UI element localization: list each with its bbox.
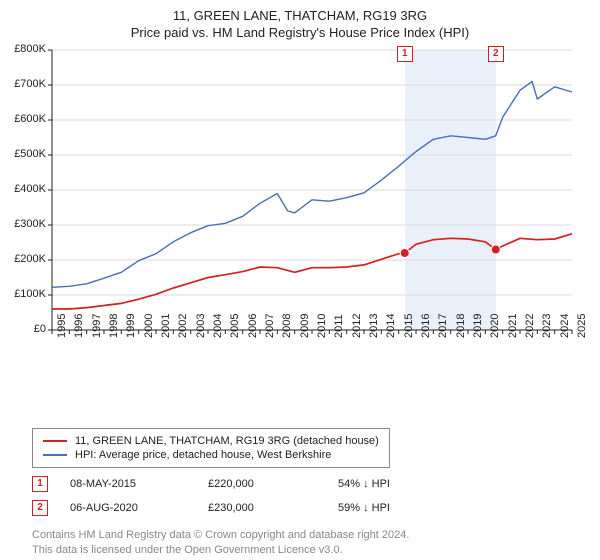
x-tick-label: 2016: [420, 314, 432, 338]
sale-marker-box: 2: [32, 500, 48, 516]
legend-swatch: [43, 440, 67, 442]
x-tick-label: 2012: [351, 314, 363, 338]
y-tick-label: £600K: [2, 113, 46, 125]
x-tick-label: 2008: [281, 314, 293, 338]
x-tick-label: 2021: [507, 314, 519, 338]
legend-swatch: [43, 454, 67, 456]
sale-price: £220,000: [208, 478, 338, 490]
x-tick-label: 2000: [143, 314, 155, 338]
x-tick-label: 2023: [541, 314, 553, 338]
y-tick-label: £500K: [2, 148, 46, 160]
y-tick-label: £300K: [2, 218, 46, 230]
y-tick-label: £0: [2, 323, 46, 335]
sale-row: 1 08-MAY-2015£220,00054% ↓ HPI: [32, 476, 390, 492]
x-tick-label: 1998: [108, 314, 120, 338]
x-tick-label: 2003: [195, 314, 207, 338]
x-tick-label: 2001: [160, 314, 172, 338]
x-tick-label: 2011: [333, 314, 345, 338]
sale-date: 06-AUG-2020: [70, 502, 208, 514]
sale-date: 08-MAY-2015: [70, 478, 208, 490]
legend-row: HPI: Average price, detached house, West…: [43, 449, 379, 461]
legend-row: 11, GREEN LANE, THATCHAM, RG19 3RG (deta…: [43, 435, 379, 447]
legend-label: HPI: Average price, detached house, West…: [75, 449, 331, 461]
series-hpi: [52, 82, 572, 288]
x-tick-label: 2024: [559, 314, 571, 338]
chart-area: £0 £100K £200K £300K £400K £500K £600K £700K £80…: [0, 44, 600, 384]
x-tick-label: 2017: [437, 314, 449, 338]
x-tick-label: 2019: [472, 314, 484, 338]
y-tick-label: £400K: [2, 183, 46, 195]
legend-label: 11, GREEN LANE, THATCHAM, RG19 3RG (deta…: [75, 435, 379, 447]
legend: 11, GREEN LANE, THATCHAM, RG19 3RG (deta…: [32, 428, 390, 468]
footnote: Contains HM Land Registry data © Crown c…: [32, 528, 409, 558]
x-tick-label: 2010: [316, 314, 328, 338]
x-tick-label: 2002: [177, 314, 189, 338]
x-tick-label: 2022: [524, 314, 536, 338]
y-tick-label: £200K: [2, 253, 46, 265]
y-tick-label: £800K: [2, 43, 46, 55]
x-tick-label: 2013: [368, 314, 380, 338]
sale-marker-box: 2: [488, 46, 504, 62]
x-tick-label: 2006: [247, 314, 259, 338]
footnote-line2: This data is licensed under the Open Gov…: [32, 543, 409, 558]
x-tick-label: 2020: [489, 314, 501, 338]
chart-title: 11, GREEN LANE, THATCHAM, RG19 3RG: [0, 0, 600, 23]
x-tick-label: 1999: [125, 314, 137, 338]
x-tick-label: 2015: [403, 314, 415, 338]
y-tick-label: £700K: [2, 78, 46, 90]
x-tick-label: 2004: [212, 314, 224, 338]
sale-vs-hpi: 59% ↓ HPI: [338, 502, 390, 514]
sale-marker-box: 1: [32, 476, 48, 492]
sale-marker-box: 1: [397, 46, 413, 62]
x-tick-label: 2025: [576, 314, 588, 338]
x-tick-label: 2009: [299, 314, 311, 338]
x-tick-label: 2014: [385, 314, 397, 338]
x-tick-label: 2018: [455, 314, 467, 338]
x-tick-label: 2007: [264, 314, 276, 338]
sale-row: 2 06-AUG-2020£230,00059% ↓ HPI: [32, 500, 390, 516]
footnote-line1: Contains HM Land Registry data © Crown c…: [32, 528, 409, 543]
x-tick-label: 2005: [229, 314, 241, 338]
y-tick-label: £100K: [2, 288, 46, 300]
x-tick-label: 1996: [73, 314, 85, 338]
x-tick-label: 1997: [91, 314, 103, 338]
x-tick-label: 1995: [56, 314, 68, 338]
sale-price: £230,000: [208, 502, 338, 514]
sale-vs-hpi: 54% ↓ HPI: [338, 478, 390, 490]
chart-subtitle: Price paid vs. HM Land Registry's House …: [0, 23, 600, 40]
chart-container: 11, GREEN LANE, THATCHAM, RG19 3RG Price…: [0, 0, 600, 560]
